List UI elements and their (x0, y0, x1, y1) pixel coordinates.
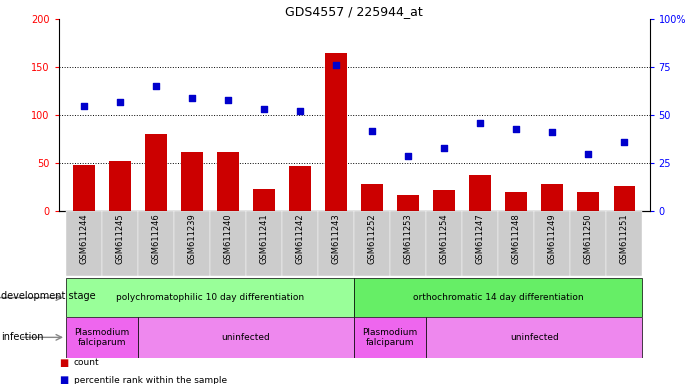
Bar (354, 317, 426, 358)
Text: ■: ■ (59, 358, 68, 368)
Point (78, 103, 89, 109)
Bar (354, 278, 643, 317)
Bar (109, 161, 131, 211)
Text: GSM611240: GSM611240 (224, 213, 233, 264)
Text: GSM611250: GSM611250 (584, 213, 593, 264)
Point (511, 126, 522, 132)
Bar (614, 186, 635, 211)
Bar (181, 152, 203, 211)
Bar (66, 317, 138, 358)
Text: GSM611249: GSM611249 (548, 213, 557, 264)
Text: GSM611246: GSM611246 (151, 213, 160, 264)
Bar (390, 211, 426, 276)
Text: count: count (74, 358, 100, 367)
Text: GSM611241: GSM611241 (260, 213, 269, 264)
Bar (462, 211, 498, 276)
Text: Plasmodium
falciparum: Plasmodium falciparum (363, 328, 418, 347)
Bar (174, 211, 210, 276)
Text: infection: infection (1, 332, 44, 342)
Bar (606, 211, 643, 276)
Point (475, 120, 486, 126)
Bar (73, 165, 95, 211)
Text: GSM611245: GSM611245 (115, 213, 124, 264)
Bar (145, 134, 167, 211)
Point (294, 108, 305, 114)
Text: percentile rank within the sample: percentile rank within the sample (74, 376, 227, 384)
Bar (325, 53, 347, 211)
Bar (282, 211, 318, 276)
Bar (570, 211, 606, 276)
Text: GSM611253: GSM611253 (404, 213, 413, 264)
Bar (290, 166, 311, 211)
Text: uninfected: uninfected (222, 333, 270, 342)
Text: Plasmodium
falciparum: Plasmodium falciparum (75, 328, 130, 347)
Bar (318, 211, 354, 276)
Bar (354, 211, 390, 276)
Bar (578, 192, 599, 211)
Point (258, 106, 269, 113)
Bar (426, 211, 462, 276)
Text: GSM611243: GSM611243 (332, 213, 341, 264)
Point (547, 129, 558, 136)
Text: ■: ■ (59, 375, 68, 384)
Point (151, 83, 162, 89)
Bar (426, 317, 643, 358)
Text: development stage: development stage (1, 291, 96, 301)
Bar (66, 211, 102, 276)
Point (403, 152, 414, 159)
Point (439, 145, 450, 151)
Point (187, 95, 198, 101)
Bar (534, 211, 570, 276)
Text: orthochromatic 14 day differentiation: orthochromatic 14 day differentiation (413, 293, 583, 302)
Bar (469, 175, 491, 211)
Bar (542, 184, 563, 211)
Text: GSM611242: GSM611242 (296, 213, 305, 264)
Text: GSM611251: GSM611251 (620, 213, 629, 264)
Text: GSM611252: GSM611252 (368, 213, 377, 264)
Text: GSM611244: GSM611244 (79, 213, 88, 264)
Title: GDS4557 / 225944_at: GDS4557 / 225944_at (285, 5, 423, 18)
Bar (210, 211, 246, 276)
Bar (138, 211, 174, 276)
Point (223, 97, 234, 103)
Bar (102, 211, 138, 276)
Text: GSM611247: GSM611247 (475, 213, 484, 264)
Point (367, 127, 378, 134)
Bar (246, 211, 282, 276)
Text: uninfected: uninfected (510, 333, 558, 342)
Text: GSM611254: GSM611254 (439, 213, 448, 264)
Bar (66, 278, 354, 317)
Bar (138, 317, 354, 358)
Bar (217, 152, 239, 211)
Point (115, 99, 126, 105)
Text: GSM611248: GSM611248 (512, 213, 521, 264)
Bar (498, 211, 534, 276)
Bar (505, 192, 527, 211)
Bar (433, 190, 455, 211)
Text: GSM611239: GSM611239 (187, 213, 196, 264)
Bar (397, 195, 419, 211)
Text: polychromatophilic 10 day differentiation: polychromatophilic 10 day differentiatio… (116, 293, 304, 302)
Point (619, 139, 630, 145)
Bar (361, 184, 383, 211)
Bar (254, 189, 275, 211)
Point (330, 62, 341, 68)
Point (583, 151, 594, 157)
